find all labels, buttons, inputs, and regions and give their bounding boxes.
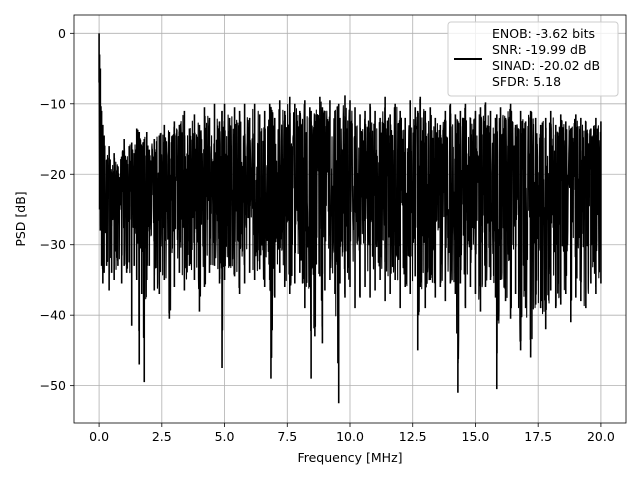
x-tick-label: 0.0 [89,429,109,444]
legend-box [447,21,619,97]
x-tick-label: 20.0 [587,429,615,444]
psd-line-spikes [98,33,602,404]
y-tick-label: −50 [40,378,66,393]
x-tick-label: 17.5 [524,429,552,444]
y-axis-label: PSD [dB] [13,191,28,246]
psd-series [98,33,602,404]
legend-snr: SNR: -19.99 dB [492,42,587,57]
y-tick-label: −20 [40,167,66,182]
x-tick-label: 10.0 [336,429,364,444]
x-tick-label: 5.0 [215,429,235,444]
x-axis-label: Frequency [MHz] [297,450,402,465]
x-tick-label: 12.5 [399,429,427,444]
legend-enob: ENOB: -3.62 bits [492,26,595,41]
y-tick-label: −40 [40,308,66,323]
x-tick-label: 7.5 [277,429,297,444]
legend: ENOB: -3.62 bits SNR: -19.99 dB SINAD: -… [447,21,619,97]
y-tick-label: −30 [40,237,66,252]
x-tick-label: 2.5 [152,429,172,444]
x-tick-label: 15.0 [462,429,490,444]
axis-ticks: 0.0 2.5 5.0 7.5 10.0 12.5 15.0 17.5 20.0 0 −10 −20 −… [40,26,615,444]
legend-sinad: SINAD: -20.02 dB [492,58,600,73]
y-tick-label: −10 [40,96,66,111]
y-tick-label: 0 [58,26,66,41]
legend-sfdr: SFDR: 5.18 [492,74,561,89]
